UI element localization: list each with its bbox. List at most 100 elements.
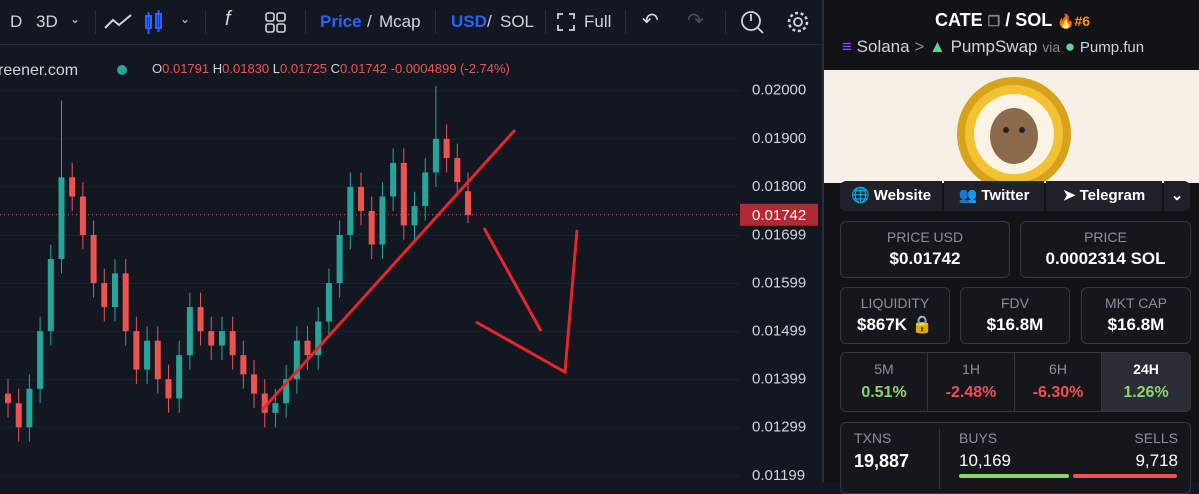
rank-text: #6: [1074, 13, 1090, 29]
y-tick-label: 0.02000: [752, 82, 806, 99]
copy-icon[interactable]: ❐: [987, 13, 1001, 29]
candle-body: [208, 331, 215, 346]
candle-body: [443, 138, 450, 159]
change: -0.0004899 (-2.74%): [391, 61, 510, 76]
candle-body: [368, 210, 375, 245]
layout-icon[interactable]: [265, 12, 287, 34]
launchpad[interactable]: Pump.fun: [1079, 39, 1145, 56]
dex[interactable]: PumpSwap: [950, 37, 1038, 56]
candle-body: [465, 191, 471, 215]
fx-icon[interactable]: f: [225, 8, 231, 30]
settings-icon[interactable]: [786, 10, 810, 34]
link-text: Telegram: [1079, 187, 1146, 204]
timeframe[interactable]: 6H -6.30%: [1015, 353, 1102, 411]
timeframe[interactable]: 5M 0.51%: [841, 353, 928, 411]
y-tick-label: 0.01499: [752, 323, 806, 340]
txns-value: 19,887: [854, 451, 910, 471]
via: via: [1042, 39, 1061, 55]
pair-header: CATE ❐ / SOL 🔥#6: [824, 10, 1199, 31]
tf-change: 1.26%: [1123, 384, 1169, 401]
arrow-head: [475, 229, 579, 375]
candle-body: [240, 355, 247, 375]
tf-label: 1H: [962, 361, 980, 377]
candle-body: [186, 307, 193, 356]
h-label: H: [213, 61, 222, 76]
candle-body: [400, 162, 407, 226]
separator: [305, 10, 306, 34]
chevron[interactable]: ⌄: [70, 12, 81, 26]
separator: [725, 10, 726, 34]
token-image: [957, 77, 1071, 191]
stat-value: $16.8M: [1107, 315, 1165, 334]
chain[interactable]: Solana: [856, 37, 910, 56]
link-button[interactable]: ➤ Telegram: [1046, 181, 1162, 211]
o-label: O: [152, 61, 162, 76]
separator: [205, 10, 206, 34]
usd-toggle[interactable]: USD: [451, 12, 487, 31]
redo[interactable]: ↷: [687, 10, 704, 32]
more-button[interactable]: ⌄: [1164, 181, 1190, 211]
interval[interactable]: D: [10, 12, 23, 31]
link-button[interactable]: 🌐 Website: [840, 181, 942, 211]
undo[interactable]: ↶: [642, 10, 659, 32]
candle-body: [315, 321, 322, 356]
c-label: C: [331, 61, 340, 76]
y-tick-label: 0.01800: [752, 178, 806, 195]
candle-icon[interactable]: [143, 10, 165, 36]
timeframe[interactable]: 24H 1.26%: [1102, 353, 1190, 411]
solana-logo: ≡: [842, 37, 852, 56]
candle-body: [144, 340, 151, 370]
link-text: Twitter: [981, 187, 1030, 204]
y-tick-label: 0.01399: [752, 371, 806, 388]
stat-label: PRICE: [1084, 229, 1127, 245]
range[interactable]: 3D: [36, 12, 58, 31]
banner: [824, 70, 1199, 191]
candle-body: [293, 340, 300, 380]
o: 0.01791: [162, 61, 209, 76]
tf-label: 24H: [1133, 361, 1159, 377]
y-tick-label: 0.01699: [752, 226, 806, 243]
price-toggle[interactable]: Price: [320, 12, 362, 31]
candle-body: [154, 340, 161, 380]
chart: reener.com O0.01791 H0.01830 L0.01725 C0…: [0, 0, 822, 483]
candle-body: [90, 234, 97, 284]
candle-body: [272, 403, 279, 413]
divider: [939, 429, 940, 489]
toolbar: D 3D ⌄ ⌄ f Price / Mcap USD / SOL Full ↶…: [0, 0, 822, 45]
slash: /: [487, 12, 492, 31]
link-button[interactable]: 👥 Twitter: [944, 181, 1044, 211]
candle-body: [47, 259, 54, 332]
replay-icon[interactable]: [740, 10, 764, 34]
candle-body: [283, 379, 290, 404]
full-toggle[interactable]: Full: [584, 12, 612, 31]
buys-value: 10,169: [959, 451, 1011, 470]
tf-change: -6.30%: [1032, 384, 1084, 401]
chart-bg: [0, 0, 822, 483]
c: 0.01742: [340, 61, 387, 76]
h: 0.01830: [222, 61, 269, 76]
sol-toggle[interactable]: SOL: [500, 12, 535, 31]
candle-body: [15, 403, 22, 428]
buys-label: BUYS: [959, 430, 998, 446]
status-dot: [117, 65, 127, 75]
mcap-toggle[interactable]: Mcap: [379, 12, 421, 31]
dex-logo: ▲: [929, 37, 946, 56]
lock-icon: 🔒: [911, 315, 933, 334]
tf-change: -2.48%: [945, 384, 997, 401]
candle-body: [347, 186, 354, 235]
candle-body: [261, 393, 268, 413]
candle-body: [133, 331, 140, 370]
candle-body: [358, 186, 365, 211]
l: 0.01725: [280, 61, 327, 76]
stat-card: PRICE USD $0.01742: [840, 221, 1010, 278]
chain-row: ≡ Solana > ▲ PumpSwap via ● Pump.fun: [842, 37, 1144, 57]
line-icon[interactable]: [103, 12, 133, 32]
y-tick-label: 0.01900: [752, 130, 806, 147]
separator: [625, 10, 626, 34]
candle-body: [336, 234, 343, 284]
full-icon[interactable]: [557, 13, 575, 31]
txns-card: TXNS 19,887 BUYS 10,169 SELLS 9,718: [840, 422, 1191, 494]
timeframe[interactable]: 1H -2.48%: [928, 353, 1015, 411]
candle-body: [390, 162, 397, 197]
chevron[interactable]: ⌄: [180, 12, 191, 26]
